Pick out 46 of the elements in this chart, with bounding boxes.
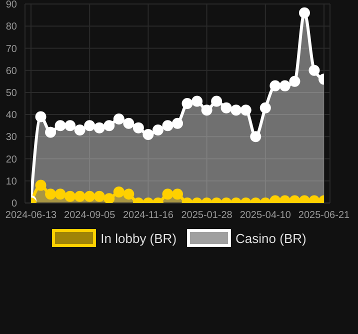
x-tick-label: 2024-09-05 [64, 210, 116, 222]
point [250, 131, 262, 142]
point [220, 102, 232, 114]
point [289, 76, 300, 87]
x-tick-label: 2025-01-28 [181, 210, 233, 222]
y-tick-label: 0 [11, 198, 18, 210]
y-tick-label: 40 [6, 110, 18, 122]
y-tick-label: 70 [6, 44, 18, 55]
point [113, 113, 124, 124]
point [74, 124, 86, 136]
y-tick-label: 50 [6, 88, 18, 99]
y-tick-label: 80 [6, 22, 18, 33]
point [201, 104, 212, 116]
y-tick-label: 90 [6, 0, 18, 11]
point [64, 120, 76, 132]
point [172, 118, 183, 129]
y-tick-label: 10 [6, 176, 18, 188]
point [192, 96, 203, 107]
x-tick-label: 2024-11-16 [122, 210, 174, 222]
point [162, 120, 174, 132]
point [94, 122, 105, 134]
legend-label: In lobby (BR) [100, 230, 177, 246]
legend-label: Casino (BR) [236, 230, 306, 246]
point [270, 80, 281, 92]
point [182, 98, 193, 109]
point [279, 80, 290, 92]
point [152, 124, 164, 136]
x-tick-label: 2025-04-10 [240, 210, 292, 222]
point [230, 104, 242, 116]
point [54, 120, 66, 132]
point [132, 122, 144, 134]
point [123, 118, 134, 129]
point [45, 126, 56, 138]
y-tick-label: 30 [6, 132, 18, 144]
y-tick-label: 60 [6, 66, 18, 77]
y-tick-label: 20 [6, 154, 18, 166]
x-tick-label: 2024-06-13 [5, 210, 58, 222]
point [308, 64, 320, 76]
point [260, 102, 271, 114]
point [35, 111, 46, 122]
x-tick-label: 2025-06-21 [298, 210, 350, 222]
point [104, 120, 115, 132]
point [142, 128, 154, 140]
point [84, 120, 96, 132]
point [211, 96, 222, 107]
point [240, 104, 252, 116]
